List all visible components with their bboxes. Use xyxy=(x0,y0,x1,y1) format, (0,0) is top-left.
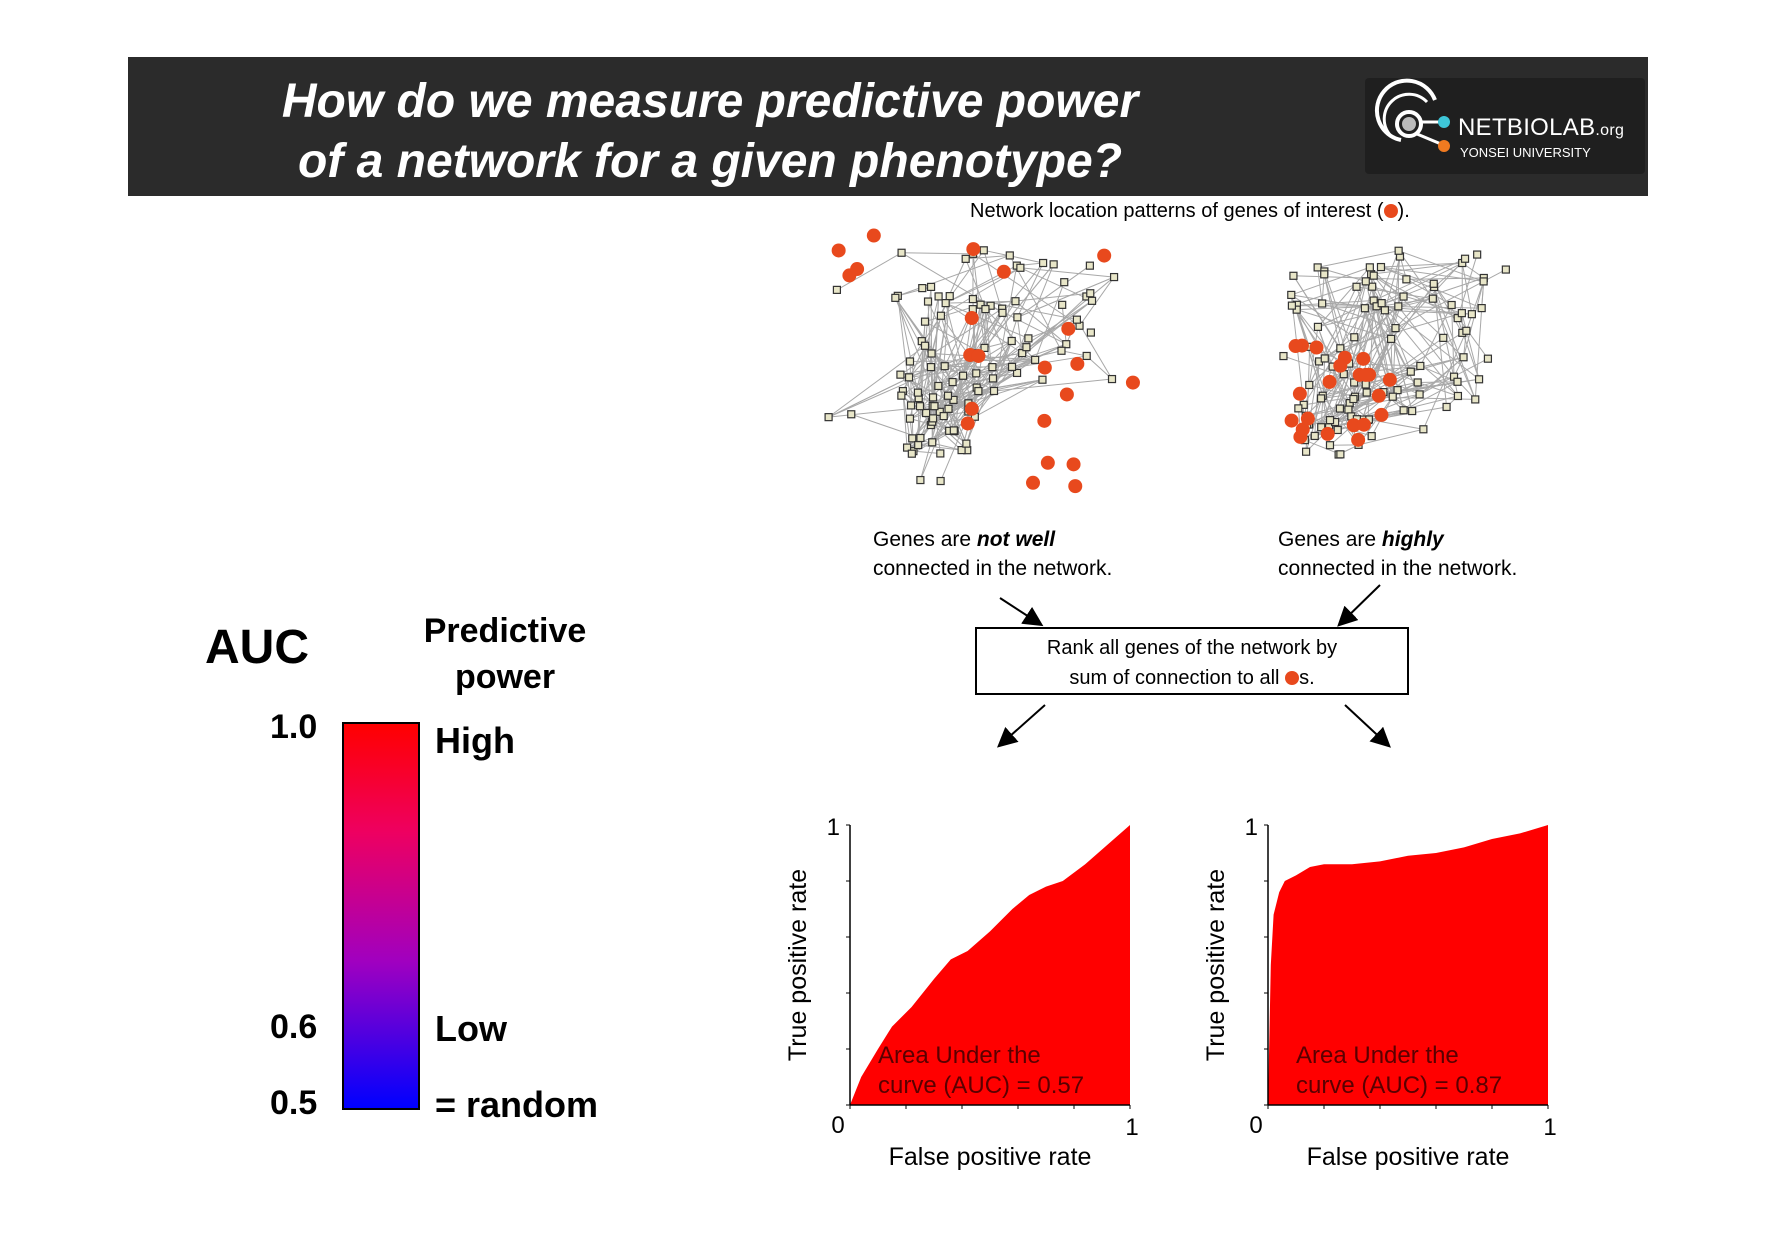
left-emphasis: not well xyxy=(976,528,1056,551)
gene-node xyxy=(1068,479,1083,494)
gene-node xyxy=(1309,340,1324,355)
gene-node xyxy=(1292,386,1307,401)
roc-chart-right: 1 0 1 False positive rate True positive rate… xyxy=(1202,814,1557,1171)
gene-node xyxy=(996,264,1011,279)
logo-subtitle: YONSEI UNIVERSITY xyxy=(1460,145,1591,160)
auc-colorbar xyxy=(342,722,420,1110)
roc-area xyxy=(850,825,1130,1105)
predictive-power-line1: Predictive xyxy=(423,612,587,650)
arrow-rank-to-right-roc xyxy=(1344,704,1391,748)
gene-node xyxy=(1070,356,1085,371)
y-tick-label: 1 xyxy=(827,814,840,841)
value-high: 1.0 xyxy=(270,708,318,746)
value-random: 0.5 xyxy=(270,1084,318,1122)
x-axis-label: False positive rate xyxy=(1307,1143,1510,1171)
network-caption: Network location patterns of genes of in… xyxy=(970,200,1410,222)
logo-mark-icon xyxy=(1374,78,1450,152)
logo-name: NETBIOLAB.org xyxy=(1458,114,1625,141)
label-random: = random xyxy=(435,1084,599,1125)
predictive-power-line2: power xyxy=(454,658,556,696)
right-emphasis: highly xyxy=(1381,528,1444,551)
gene-node xyxy=(964,401,979,416)
right-network-caption: Genes are highly connected in the networ… xyxy=(1278,528,1518,580)
arrow-left-to-rank xyxy=(999,597,1044,627)
gene-node xyxy=(1059,387,1074,402)
gene-node xyxy=(1037,360,1052,375)
gene-node xyxy=(1382,372,1397,387)
gene-node xyxy=(1288,339,1303,354)
y-axis-label: True positive rate xyxy=(1202,869,1230,1061)
auc-title: AUC xyxy=(205,621,309,674)
slide-title-line1: How do we measure predictive power xyxy=(281,75,1139,128)
gene-node xyxy=(1322,374,1337,389)
left-network-caption: Genes are not well connected in the netw… xyxy=(873,528,1113,580)
gene-node xyxy=(1037,413,1052,428)
auc-annotation-line2: curve (AUC) = 0.87 xyxy=(1296,1072,1502,1099)
gene-node xyxy=(1026,475,1041,490)
gene-node xyxy=(1061,321,1076,336)
x-tick-label: 0 xyxy=(1249,1112,1262,1139)
y-tick-label: 1 xyxy=(1245,814,1258,841)
logo-org: .org xyxy=(1595,122,1625,139)
gene-node xyxy=(960,416,975,431)
gene-node xyxy=(964,311,979,326)
gene-node xyxy=(1356,351,1371,366)
rank-box: Rank all genes of the network by sum of … xyxy=(975,627,1409,695)
gene-node xyxy=(1295,422,1310,437)
slide-title-line2: of a network for a given phenotype? xyxy=(297,135,1123,188)
gene-node xyxy=(831,243,846,258)
genes-of-interest xyxy=(831,228,1140,494)
value-low: 0.6 xyxy=(270,1008,318,1046)
gene-node xyxy=(1066,457,1081,472)
roc-chart-left: 1 0 1 False positive rate True positive rate… xyxy=(784,814,1139,1171)
gene-node xyxy=(1358,367,1373,382)
gene-node xyxy=(1351,432,1366,447)
predictive-power-title: Predictive power xyxy=(395,608,615,700)
x-tick-label: 1 xyxy=(1543,1114,1556,1141)
gene-node xyxy=(866,228,881,243)
gene-node xyxy=(1346,418,1361,433)
gene-node xyxy=(1040,455,1055,470)
gene-node xyxy=(1284,413,1299,428)
gene-node xyxy=(966,242,981,257)
auc-annotation-line1: Area Under the xyxy=(878,1042,1041,1069)
label-low: Low xyxy=(435,1008,507,1049)
network-left-scattered xyxy=(824,228,1140,494)
label-high: High xyxy=(435,720,515,761)
slide-title: How do we measure predictive power of a … xyxy=(230,72,1190,192)
gene-node xyxy=(1300,411,1315,426)
x-axis-label: False positive rate xyxy=(889,1143,1092,1171)
network-right-clustered xyxy=(1279,246,1510,459)
gene-dot-icon xyxy=(1383,204,1398,218)
gene-node xyxy=(1097,248,1112,263)
genes-of-interest xyxy=(1284,338,1397,447)
arrow-right-to-rank xyxy=(1337,584,1381,627)
x-tick-label: 0 xyxy=(831,1112,844,1139)
gene-node xyxy=(1125,375,1140,390)
x-tick-label: 1 xyxy=(1125,1114,1138,1141)
gene-node xyxy=(1333,358,1348,373)
gene-node xyxy=(850,262,865,277)
logo-cyan-dot xyxy=(1438,116,1450,128)
auc-annotation-line1: Area Under the xyxy=(1296,1042,1459,1069)
gene-node xyxy=(1320,426,1335,441)
netbiolab-logo xyxy=(1365,78,1645,174)
gene-node xyxy=(1374,407,1389,422)
arrow-rank-to-left-roc xyxy=(997,704,1046,748)
y-axis-label: True positive rate xyxy=(784,869,812,1061)
roc-area xyxy=(1268,825,1548,1105)
auc-annotation-line2: curve (AUC) = 0.57 xyxy=(878,1072,1084,1099)
gene-node xyxy=(1356,417,1371,432)
gene-node xyxy=(971,348,986,363)
gene-dot-icon xyxy=(1285,671,1300,685)
logo-orange-dot xyxy=(1438,140,1450,152)
gene-node xyxy=(1371,388,1386,403)
